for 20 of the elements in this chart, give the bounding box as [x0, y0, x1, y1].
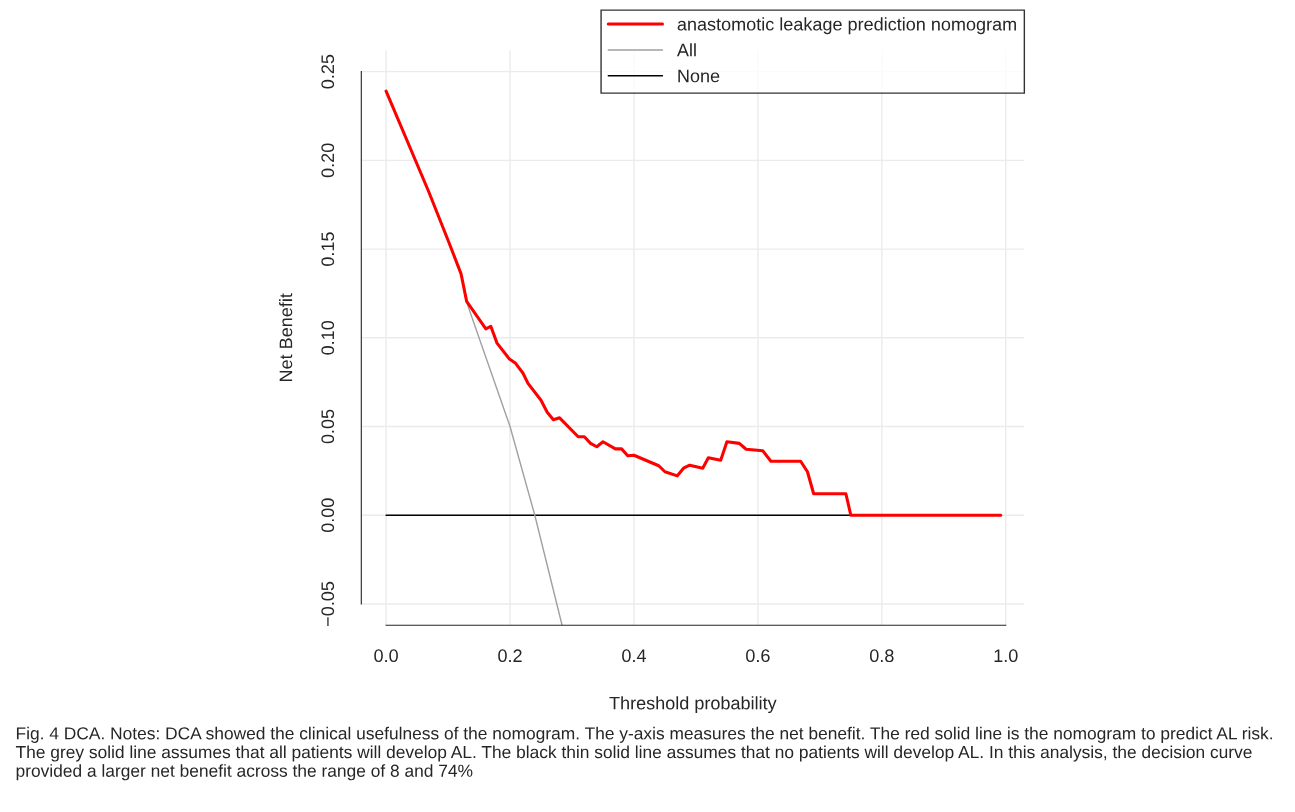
x-tick-label: 0.4: [622, 649, 646, 663]
y-tick-label: 0.10: [321, 320, 335, 355]
line-series: [384, 89, 1003, 517]
x-tick-label: 1.0: [994, 649, 1018, 663]
x-tick-label: 0.8: [869, 649, 894, 663]
legend-label: All: [676, 43, 696, 57]
legend-label: anastomotic leakage prediction nomogram: [677, 17, 1016, 35]
x-tick-label: 0.6: [746, 649, 770, 663]
y-tick-label: −0.05: [321, 581, 335, 626]
y-axis-title: Net Benefit: [279, 293, 293, 381]
x-tick-label: 0.2: [498, 649, 522, 663]
y-tick-label: 0.15: [321, 232, 335, 266]
y-tick-label: 0.00: [321, 498, 335, 533]
caption: Fig. 4 DCA. Notes: DCA showed the clinical usefulness of the nomogram. The y-axis measures the net benefit. The red solid line is the nomogram to predict AL risk. The grey solid line assumes that all patients will develop AL. The black thin solid line assumes that no patients will develop AL. In this analysis, the decision curve provided a larger net benefit across the range of 8 and 74%: [15, 726, 1272, 781]
y-tick-label: 0.20: [321, 143, 335, 178]
x-axis-title: Threshold probability: [609, 696, 777, 714]
y-tick-label: 0.25: [321, 54, 335, 89]
y-tick-label: 0.05: [321, 409, 335, 444]
legend-label: None: [678, 69, 720, 83]
x-tick-label: 0.0: [374, 649, 398, 663]
